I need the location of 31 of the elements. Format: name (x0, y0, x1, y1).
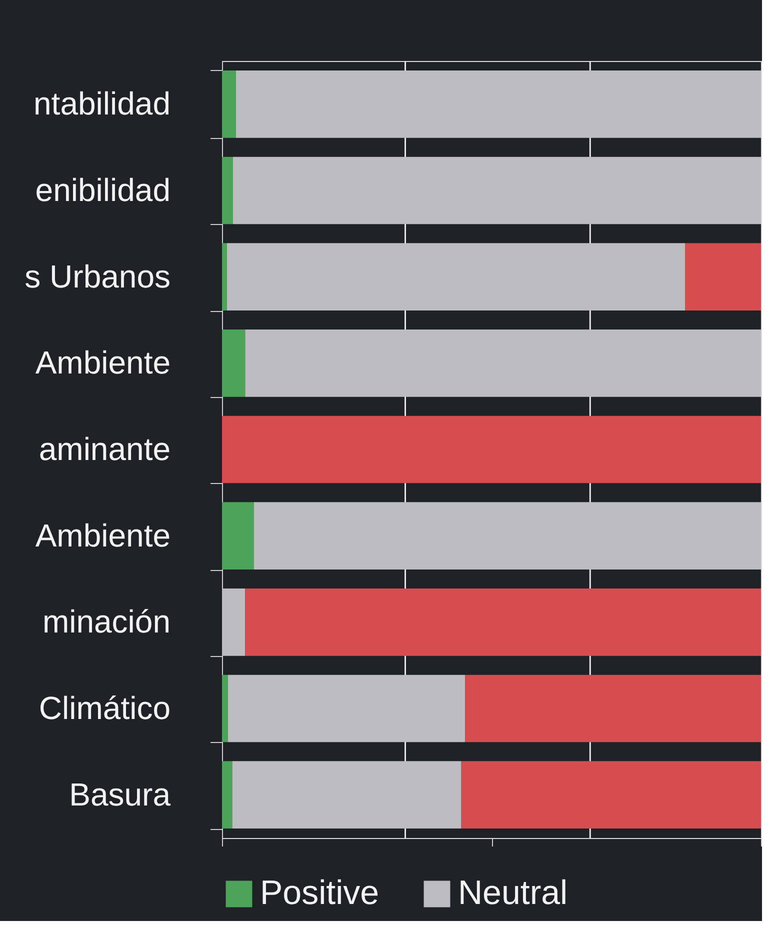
bar (245, 329, 761, 397)
y-tick-label: s Urbanos (24, 258, 170, 294)
bar (461, 761, 761, 829)
bar (236, 70, 761, 138)
bar (222, 674, 228, 742)
bar (222, 329, 246, 397)
y-tick-label: Ambiente (35, 517, 170, 554)
bar (222, 588, 246, 656)
bar (254, 502, 761, 570)
y-tick-label: Basura (69, 776, 171, 812)
bar (222, 243, 227, 311)
bar (232, 156, 761, 224)
bar (228, 674, 466, 742)
y-tick-label: Climático (38, 690, 170, 726)
bar (222, 416, 761, 484)
y-tick-label: Ambiente (35, 344, 170, 381)
y-tick-label: minación (42, 604, 170, 640)
legend-label: Positive (260, 874, 380, 912)
bar (222, 502, 254, 570)
y-tick-label: aminante (38, 431, 170, 467)
bar (222, 761, 232, 829)
bar (232, 761, 462, 829)
bar (465, 674, 761, 742)
bar (685, 243, 761, 311)
y-tick-label: ntabilidad (34, 86, 170, 122)
bar (226, 243, 685, 311)
bar (222, 156, 233, 224)
bar (222, 70, 236, 138)
legend-label: Neutral (458, 874, 568, 912)
bar (245, 588, 761, 656)
y-tick-label: enibilidad (35, 172, 170, 208)
